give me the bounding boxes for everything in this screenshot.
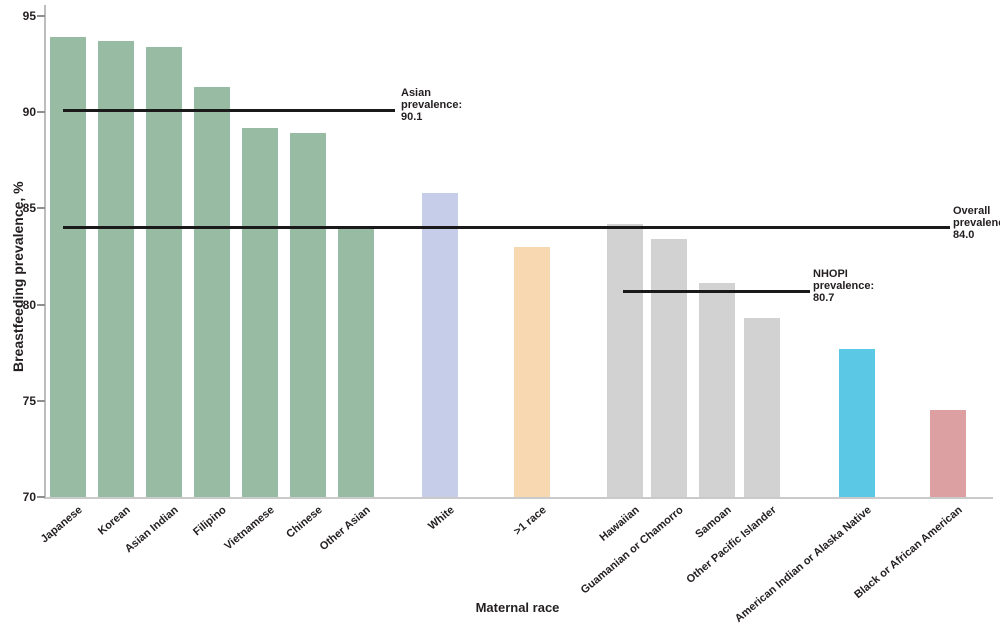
reference-label-asian-prevalence: Asian prevalence: 90.1 bbox=[401, 87, 462, 123]
bar-asian-indian bbox=[146, 46, 182, 497]
bar-other-pacific-islander bbox=[744, 318, 780, 497]
bar-white bbox=[422, 193, 458, 497]
category-label-1-race: >1 race bbox=[511, 504, 549, 538]
y-tick-label: 90 bbox=[22, 105, 36, 120]
bar-1-race bbox=[514, 246, 550, 497]
category-label-black-or-african-american: Black or African American bbox=[852, 504, 965, 602]
category-label-samoan: Samoan bbox=[693, 504, 734, 541]
reference-label-line: prevalence: bbox=[953, 216, 1000, 229]
y-tick-mark bbox=[37, 15, 45, 17]
reference-label-line: prevalence: bbox=[401, 99, 463, 112]
category-label-hawaiian: Hawaiian bbox=[597, 504, 642, 544]
x-axis-title: Maternal race bbox=[475, 600, 560, 615]
category-label-japanese: Japanese bbox=[38, 504, 85, 546]
category-label-filipino: Filipino bbox=[191, 504, 229, 539]
category-label-vietnamese: Vietnamese bbox=[222, 504, 277, 553]
category-label-chinese: Chinese bbox=[284, 504, 325, 541]
bar-american-indian-or-alaska-native bbox=[839, 348, 875, 497]
bar-japanese bbox=[50, 37, 86, 497]
reference-line-overall-prevalence bbox=[63, 226, 950, 230]
category-label-korean: Korean bbox=[95, 504, 133, 538]
category-label-white: White bbox=[426, 504, 457, 533]
bar-black-or-african-american bbox=[930, 410, 966, 497]
bar-samoan bbox=[699, 283, 735, 497]
y-tick-label: 85 bbox=[22, 201, 36, 216]
y-tick-mark bbox=[37, 111, 45, 114]
reference-label-line: NHOPI bbox=[813, 268, 848, 281]
reference-line-asian-prevalence bbox=[63, 108, 395, 112]
bar-hawaiian bbox=[607, 223, 643, 497]
y-tick-label: 95 bbox=[22, 9, 36, 23]
reference-label-line: 80.7 bbox=[813, 292, 835, 305]
reference-label-line: 84.0 bbox=[953, 228, 975, 241]
y-tick-mark bbox=[37, 496, 45, 498]
reference-label-line: Asian bbox=[401, 87, 431, 100]
bar-guamanian-or-chamorro bbox=[651, 239, 687, 497]
reference-line-nhopi-prevalence bbox=[623, 289, 810, 293]
y-tick-mark bbox=[37, 303, 45, 306]
category-label-other-pacific-islander: Other Pacific Islander bbox=[684, 504, 779, 586]
reference-label-line: Overall bbox=[953, 204, 991, 217]
category-label-other-asian: Other Asian bbox=[317, 504, 373, 554]
bar-korean bbox=[98, 41, 134, 497]
y-tick-mark bbox=[37, 207, 45, 210]
y-axis-line bbox=[44, 5, 46, 499]
bar-vietnamese bbox=[242, 127, 278, 497]
x-axis-line bbox=[44, 497, 993, 499]
y-tick-label: 70 bbox=[22, 490, 36, 504]
y-tick-label: 80 bbox=[22, 297, 36, 312]
reference-label-nhopi-prevalence: NHOPI prevalence: 80.7 bbox=[813, 268, 874, 304]
reference-label-line: 90.1 bbox=[401, 111, 423, 124]
bar-other-asian bbox=[338, 225, 374, 497]
y-tick-mark bbox=[37, 399, 45, 402]
bar-chinese bbox=[290, 133, 326, 497]
bar-filipino bbox=[194, 87, 230, 497]
reference-label-overall-prevalence: Overallprevalence:84.0 bbox=[953, 205, 1000, 241]
reference-label-line: prevalence: bbox=[813, 280, 875, 293]
y-tick-label: 75 bbox=[22, 393, 36, 408]
